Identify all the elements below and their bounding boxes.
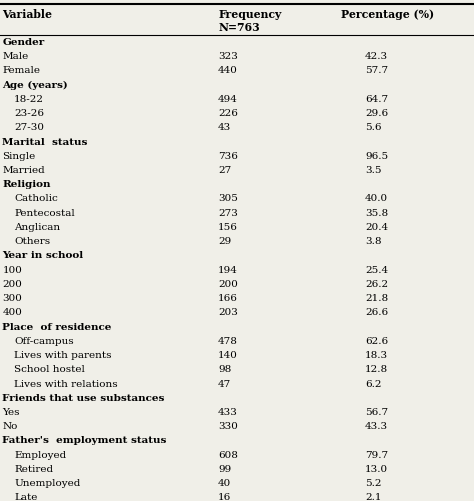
Text: Off-campus: Off-campus — [14, 337, 74, 346]
Text: 166: 166 — [218, 294, 238, 303]
Text: Yes: Yes — [2, 408, 20, 417]
Text: 20.4: 20.4 — [365, 223, 388, 232]
Text: 43.3: 43.3 — [365, 422, 388, 431]
Text: 330: 330 — [218, 422, 238, 431]
Text: 29.6: 29.6 — [365, 109, 388, 118]
Text: Lives with parents: Lives with parents — [14, 351, 112, 360]
Text: 26.2: 26.2 — [365, 280, 388, 289]
Text: 6.2: 6.2 — [365, 380, 382, 389]
Text: Catholic: Catholic — [14, 194, 58, 203]
Text: N=763: N=763 — [218, 22, 260, 33]
Text: 3.8: 3.8 — [365, 237, 382, 246]
Text: Frequency: Frequency — [218, 9, 282, 20]
Text: Retired: Retired — [14, 465, 54, 474]
Text: Unemployed: Unemployed — [14, 479, 81, 488]
Text: Year in school: Year in school — [2, 252, 83, 261]
Text: 13.0: 13.0 — [365, 465, 388, 474]
Text: 494: 494 — [218, 95, 238, 104]
Text: Friends that use substances: Friends that use substances — [2, 394, 165, 403]
Text: 140: 140 — [218, 351, 238, 360]
Text: School hostel: School hostel — [14, 365, 85, 374]
Text: 400: 400 — [2, 308, 22, 317]
Text: Single: Single — [2, 152, 36, 161]
Text: 203: 203 — [218, 308, 238, 317]
Text: 79.7: 79.7 — [365, 451, 388, 460]
Text: Gender: Gender — [2, 38, 45, 47]
Text: 27: 27 — [218, 166, 231, 175]
Text: Female: Female — [2, 67, 40, 76]
Text: 26.6: 26.6 — [365, 308, 388, 317]
Text: 433: 433 — [218, 408, 238, 417]
Text: 12.8: 12.8 — [365, 365, 388, 374]
Text: Married: Married — [2, 166, 45, 175]
Text: 21.8: 21.8 — [365, 294, 388, 303]
Text: Late: Late — [14, 493, 37, 501]
Text: Others: Others — [14, 237, 50, 246]
Text: 305: 305 — [218, 194, 238, 203]
Text: Pentecostal: Pentecostal — [14, 209, 75, 218]
Text: 18-22: 18-22 — [14, 95, 44, 104]
Text: 200: 200 — [218, 280, 238, 289]
Text: 300: 300 — [2, 294, 22, 303]
Text: 40: 40 — [218, 479, 231, 488]
Text: 2.1: 2.1 — [365, 493, 382, 501]
Text: No: No — [2, 422, 18, 431]
Text: 3.5: 3.5 — [365, 166, 382, 175]
Text: Employed: Employed — [14, 451, 66, 460]
Text: 440: 440 — [218, 67, 238, 76]
Text: Anglican: Anglican — [14, 223, 60, 232]
Text: 64.7: 64.7 — [365, 95, 388, 104]
Text: 23-26: 23-26 — [14, 109, 44, 118]
Text: 40.0: 40.0 — [365, 194, 388, 203]
Text: 18.3: 18.3 — [365, 351, 388, 360]
Text: 99: 99 — [218, 465, 231, 474]
Text: 96.5: 96.5 — [365, 152, 388, 161]
Text: Father's  employment status: Father's employment status — [2, 436, 167, 445]
Text: 323: 323 — [218, 52, 238, 61]
Text: Place  of residence: Place of residence — [2, 323, 112, 332]
Text: 226: 226 — [218, 109, 238, 118]
Text: 47: 47 — [218, 380, 231, 389]
Text: 200: 200 — [2, 280, 22, 289]
Text: 27-30: 27-30 — [14, 123, 44, 132]
Text: 156: 156 — [218, 223, 238, 232]
Text: Age (years): Age (years) — [2, 81, 68, 90]
Text: 608: 608 — [218, 451, 238, 460]
Text: Marital  status: Marital status — [2, 138, 88, 147]
Text: Variable: Variable — [2, 9, 52, 20]
Text: Lives with relations: Lives with relations — [14, 380, 118, 389]
Text: 16: 16 — [218, 493, 231, 501]
Text: Religion: Religion — [2, 180, 51, 189]
Text: 43: 43 — [218, 123, 231, 132]
Text: Male: Male — [2, 52, 28, 61]
Text: 98: 98 — [218, 365, 231, 374]
Text: Percentage (%): Percentage (%) — [341, 9, 434, 20]
Text: 100: 100 — [2, 266, 22, 275]
Text: 273: 273 — [218, 209, 238, 218]
Text: 194: 194 — [218, 266, 238, 275]
Text: 29: 29 — [218, 237, 231, 246]
Text: 5.6: 5.6 — [365, 123, 382, 132]
Text: 35.8: 35.8 — [365, 209, 388, 218]
Text: 42.3: 42.3 — [365, 52, 388, 61]
Text: 25.4: 25.4 — [365, 266, 388, 275]
Text: 736: 736 — [218, 152, 238, 161]
Text: 57.7: 57.7 — [365, 67, 388, 76]
Text: 5.2: 5.2 — [365, 479, 382, 488]
Text: 56.7: 56.7 — [365, 408, 388, 417]
Text: 62.6: 62.6 — [365, 337, 388, 346]
Text: 478: 478 — [218, 337, 238, 346]
